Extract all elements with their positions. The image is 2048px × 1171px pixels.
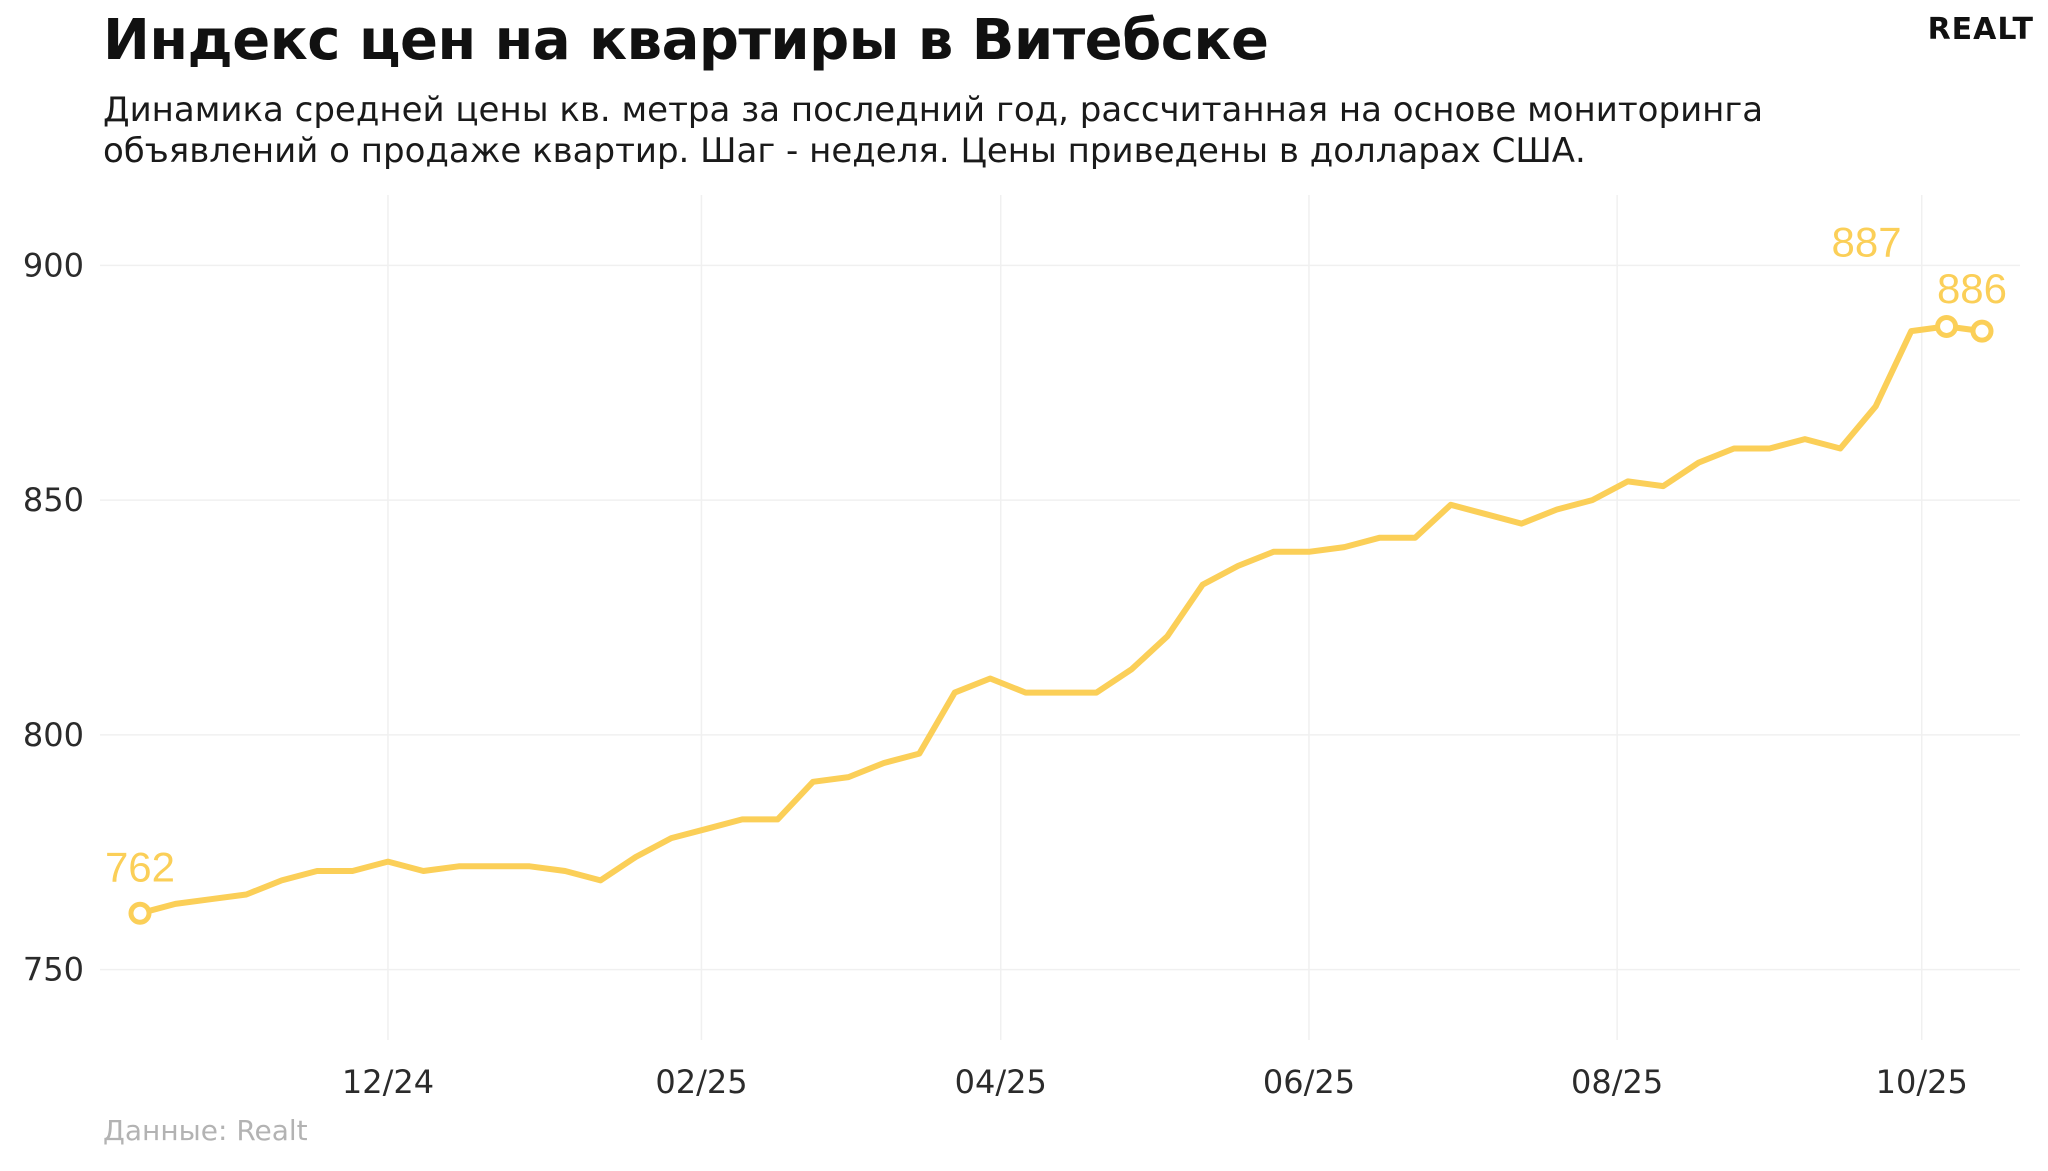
x-tick-label: 04/25 [955, 1063, 1047, 1101]
data-point [811, 780, 815, 784]
data-label: 886 [1937, 265, 2007, 312]
data-point [1626, 479, 1630, 483]
data-point [1307, 550, 1311, 554]
highlight-marker [1970, 319, 1994, 343]
data-point [528, 864, 532, 868]
data-label: 762 [105, 843, 175, 890]
data-point [1094, 691, 1098, 695]
data-point [1201, 583, 1205, 587]
data-point [1838, 447, 1842, 451]
data-point [1909, 329, 1913, 333]
data-source-caption: Данные: Realt [103, 1114, 308, 1147]
data-point [882, 761, 886, 765]
data-point [1342, 545, 1346, 549]
data-point [740, 817, 744, 821]
x-tick-label: 12/24 [342, 1063, 434, 1101]
data-point [988, 677, 992, 681]
data-point [1165, 634, 1169, 638]
data-point [1874, 404, 1878, 408]
data-point [244, 892, 248, 896]
data-point [280, 878, 284, 882]
data-point [457, 864, 461, 868]
data-point [953, 691, 957, 695]
data-point [351, 869, 355, 873]
highlight-marker [128, 901, 152, 925]
data-point [1767, 447, 1771, 451]
data-point [846, 775, 850, 779]
data-point [1697, 461, 1701, 465]
data-point [1236, 564, 1240, 568]
data-point [386, 860, 390, 864]
data-point [173, 902, 177, 906]
data-point [1272, 550, 1276, 554]
data-point [917, 752, 921, 756]
data-point [1732, 447, 1736, 451]
annotation-layer: 762 887 886 [105, 218, 2007, 925]
data-point [705, 827, 709, 831]
data-point [492, 864, 496, 868]
data-point [1449, 503, 1453, 507]
data-point [1024, 691, 1028, 695]
y-tick-label: 800 [23, 716, 84, 754]
data-point [563, 869, 567, 873]
x-tick-label: 02/25 [655, 1063, 747, 1101]
data-point [1520, 522, 1524, 526]
series-layer [137, 323, 1985, 917]
data-point [1803, 437, 1807, 441]
x-tick-label: 06/25 [1263, 1063, 1355, 1101]
x-axis: 12/24 02/25 04/25 06/25 08/25 10/25 [342, 1063, 1968, 1101]
data-point [634, 855, 638, 859]
gridlines [100, 195, 2020, 1040]
data-point [315, 869, 319, 873]
y-tick-label: 750 [23, 951, 84, 989]
data-point [1555, 508, 1559, 512]
data-point [1413, 536, 1417, 540]
data-point [669, 836, 673, 840]
highlight-marker [1935, 314, 1959, 338]
chart-subtitle: Динамика средней цены кв. метра за после… [103, 90, 1764, 171]
data-point [599, 878, 603, 882]
y-tick-label: 850 [23, 481, 84, 519]
data-point [1059, 691, 1063, 695]
data-label: 887 [1832, 218, 1902, 265]
data-point [776, 817, 780, 821]
data-point [1590, 498, 1594, 502]
data-point [1378, 536, 1382, 540]
chart-title: Индекс цен на квартиры в Витебске [103, 8, 1269, 73]
data-point [1130, 667, 1134, 671]
x-tick-label: 10/25 [1876, 1063, 1968, 1101]
y-axis: 750 800 850 900 [23, 246, 84, 988]
y-tick-label: 900 [23, 246, 84, 284]
series-line [137, 323, 1985, 917]
data-point [1661, 484, 1665, 488]
realt-logo: REALT [1927, 12, 2034, 47]
x-tick-label: 08/25 [1571, 1063, 1663, 1101]
data-point [1484, 512, 1488, 516]
data-point [421, 869, 425, 873]
data-point [209, 897, 213, 901]
